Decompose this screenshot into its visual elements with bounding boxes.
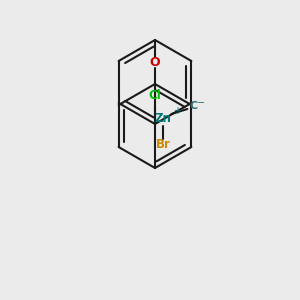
Text: +: + [173, 106, 181, 116]
Text: O: O [150, 56, 160, 68]
Text: Br: Br [156, 139, 171, 152]
Text: Cl: Cl [148, 89, 161, 102]
Text: Zn: Zn [155, 112, 172, 125]
Text: −: − [197, 98, 206, 108]
Text: C: C [189, 101, 197, 111]
